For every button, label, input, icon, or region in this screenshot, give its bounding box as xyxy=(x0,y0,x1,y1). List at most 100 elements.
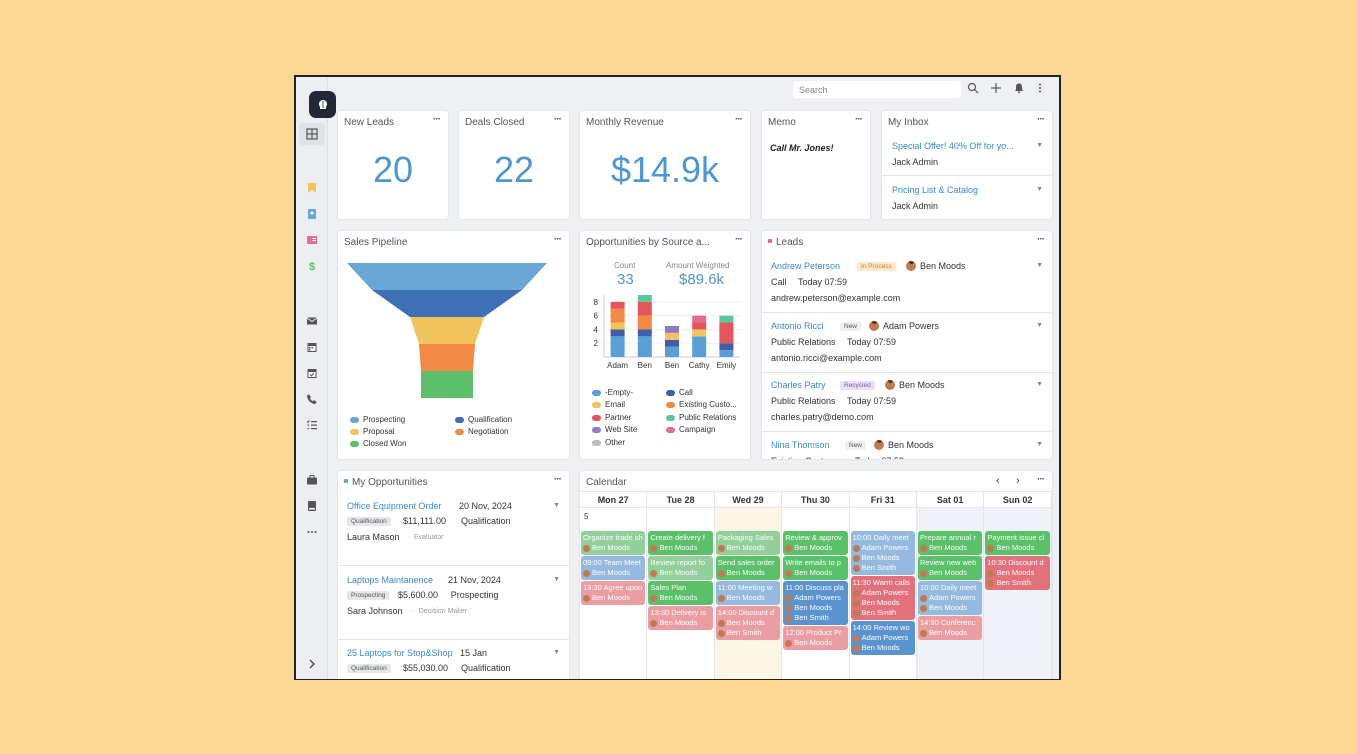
card-menu-button[interactable]: ··· xyxy=(554,474,562,485)
bar-segment[interactable] xyxy=(637,295,652,302)
bar-segment[interactable] xyxy=(610,308,625,323)
calendar-event[interactable]: 11:00 Meeting w Ben Moods xyxy=(715,581,781,605)
bar-segment[interactable] xyxy=(665,326,679,333)
dashboard-nav[interactable] xyxy=(299,123,325,145)
bar-segment[interactable] xyxy=(610,336,625,357)
calendar-event[interactable]: 10:30 Discount d Ben Moods Ben Smith xyxy=(985,556,1050,590)
bar-segment[interactable] xyxy=(692,336,707,357)
calendar-event[interactable]: 10:00 Daily meet Adam Powers Ben Moods xyxy=(918,581,983,615)
calendar-day-column[interactable] xyxy=(647,508,715,679)
bar-segment[interactable] xyxy=(637,329,652,337)
opportunity-item[interactable]: Laptops Maintanence 21 Nov, 2024 ▼ Prospect… xyxy=(338,571,569,641)
bar-segment[interactable] xyxy=(665,339,679,347)
bar-segment[interactable] xyxy=(719,350,734,357)
bar-segment[interactable] xyxy=(692,329,707,337)
calendar-prev-button[interactable]: ‹ xyxy=(996,475,1000,487)
bar-segment[interactable] xyxy=(637,336,652,357)
search-button[interactable] xyxy=(966,81,980,95)
calendar-event[interactable]: Review report fo Ben Moods xyxy=(648,556,713,580)
card-menu-button[interactable]: ··· xyxy=(855,114,863,125)
sidebar-item-contacts[interactable] xyxy=(303,205,321,223)
sidebar-expand[interactable] xyxy=(303,655,321,673)
sidebar-item-sales[interactable]: $ xyxy=(303,257,321,275)
calendar-event[interactable]: 14:00 Review wo Adam Powers Ben Moods xyxy=(850,621,915,655)
bar-segment[interactable] xyxy=(719,343,734,351)
menu-button[interactable] xyxy=(1033,81,1047,95)
card-menu-button[interactable]: ··· xyxy=(735,234,743,245)
chevron-down-icon[interactable]: ▼ xyxy=(1036,186,1043,193)
bar-segment[interactable] xyxy=(610,301,625,309)
app-logo[interactable] xyxy=(309,91,336,118)
chevron-down-icon[interactable]: ▼ xyxy=(1036,321,1043,329)
lead-name[interactable]: Andrew Peterson xyxy=(771,261,841,271)
calendar-event[interactable]: 13:30 Delivery is Ben Moods xyxy=(648,606,713,630)
calendar-event[interactable]: 11:30 Warm calls Adam Powers Ben Moods Ben … xyxy=(850,576,915,620)
sidebar-more[interactable] xyxy=(303,523,321,541)
chevron-down-icon[interactable]: ▼ xyxy=(1036,142,1043,149)
bar-segment[interactable] xyxy=(719,322,734,344)
calendar-event[interactable]: Send sales order Ben Moods xyxy=(715,556,781,580)
calendar-day-column[interactable] xyxy=(580,508,648,679)
opportunity-name[interactable]: Laptops Maintanence xyxy=(347,574,434,585)
sidebar-item-tasks[interactable] xyxy=(303,416,321,434)
calendar-event[interactable]: Create delivery f Ben Moods xyxy=(648,531,713,555)
card-menu-button[interactable]: ··· xyxy=(433,114,441,125)
bar-segment[interactable] xyxy=(637,301,652,316)
calendar-next-button[interactable]: › xyxy=(1016,475,1020,487)
calendar-event[interactable]: Packaging Sales Ben Moods xyxy=(715,531,781,555)
funnel-stage-negotiation[interactable] xyxy=(419,344,475,371)
inbox-subject[interactable]: Special Offer! 40% Off for yo... xyxy=(892,141,1014,151)
calendar-day-column[interactable] xyxy=(850,508,917,679)
inbox-subject[interactable]: Pricing List & Catalog xyxy=(892,185,979,195)
bar-segment[interactable] xyxy=(610,329,625,337)
funnel-stage-qualification[interactable] xyxy=(372,290,522,317)
lead-item[interactable]: Andrew Peterson In Process Ben Moods ▼ Call T… xyxy=(762,257,1052,315)
calendar-event[interactable]: 14:30 Conferenc Ben Moods xyxy=(918,616,983,640)
calendar-event[interactable]: 12:00 Product Pr Ben Moods xyxy=(783,626,848,650)
calendar-event[interactable]: 14:00 Discount d Ben Moods Ben Smith xyxy=(715,606,781,640)
bar-segment[interactable] xyxy=(665,332,679,340)
sidebar-item-calendar[interactable] xyxy=(303,338,321,356)
bar-segment[interactable] xyxy=(665,346,679,357)
chevron-down-icon[interactable]: ▼ xyxy=(1036,262,1043,269)
card-menu-button[interactable]: ··· xyxy=(554,234,562,245)
card-menu-button[interactable]: ··· xyxy=(1037,234,1045,245)
chevron-down-icon[interactable]: ▼ xyxy=(553,649,560,656)
opportunity-name[interactable]: 25 Laptops for Stop&Shop xyxy=(347,648,453,658)
calendar-event[interactable]: Organize trade sh Ben Moods xyxy=(581,531,646,555)
lead-name[interactable]: Nina Thomson xyxy=(771,439,830,450)
lead-item[interactable]: Charles Patry Recycled Ben Moods ▼ Public Re… xyxy=(762,376,1052,434)
sidebar-item-calls[interactable] xyxy=(303,390,321,408)
lead-item[interactable]: Nina Thomson New Ben Moods ▼ Existing Custom… xyxy=(762,436,1052,459)
notifications-button[interactable] xyxy=(1012,81,1026,95)
inbox-item[interactable]: Special Offer! 40% Off for yo... Jack Ad… xyxy=(882,141,1052,167)
opportunity-item[interactable]: Office Equipment Order 20 Nov, 2024 ▼ Quali… xyxy=(338,497,569,567)
funnel-stage-prospecting[interactable] xyxy=(347,263,547,290)
calendar-event[interactable]: Sales Plan Ben Moods xyxy=(648,581,713,605)
calendar-event[interactable]: Review & approv Ben Moods xyxy=(783,531,848,555)
bar-segment[interactable] xyxy=(692,315,707,323)
calendar-event[interactable]: Write emails to p Ben Moods xyxy=(783,556,848,580)
opportunity-name[interactable]: Office Equipment Order xyxy=(347,501,442,511)
bar-segment[interactable] xyxy=(692,322,707,330)
sidebar-item-knowledge-base[interactable] xyxy=(303,497,321,515)
card-menu-button[interactable]: ··· xyxy=(554,114,562,125)
calendar-event[interactable]: Review new web Ben Moods xyxy=(918,556,983,580)
sidebar-item-leads[interactable] xyxy=(303,231,321,249)
sidebar-item-meetings[interactable] xyxy=(303,364,321,382)
search-input[interactable]: Search xyxy=(793,81,961,98)
quick-create-button[interactable] xyxy=(989,81,1003,95)
chevron-down-icon[interactable]: ▼ xyxy=(1036,440,1043,448)
card-menu-button[interactable]: ··· xyxy=(735,114,743,125)
bar-segment[interactable] xyxy=(637,315,652,330)
calendar-day-column[interactable] xyxy=(782,508,850,679)
opportunity-item[interactable]: 25 Laptops for Stop&Shop 15 Jan ▼ Qualifica… xyxy=(338,644,569,679)
sidebar-item-opportunities[interactable] xyxy=(303,179,321,197)
chevron-down-icon[interactable]: ▼ xyxy=(553,502,560,509)
card-menu-button[interactable]: ··· xyxy=(1037,114,1045,125)
chevron-down-icon[interactable]: ▼ xyxy=(1036,381,1043,388)
bar-segment[interactable] xyxy=(610,322,625,330)
lead-name[interactable]: Antonio Ricci xyxy=(771,320,824,331)
calendar-event[interactable]: Prepare annual r Ben Moods xyxy=(918,531,983,555)
calendar-event[interactable]: Payment issue cl Ben Moods xyxy=(985,531,1050,555)
